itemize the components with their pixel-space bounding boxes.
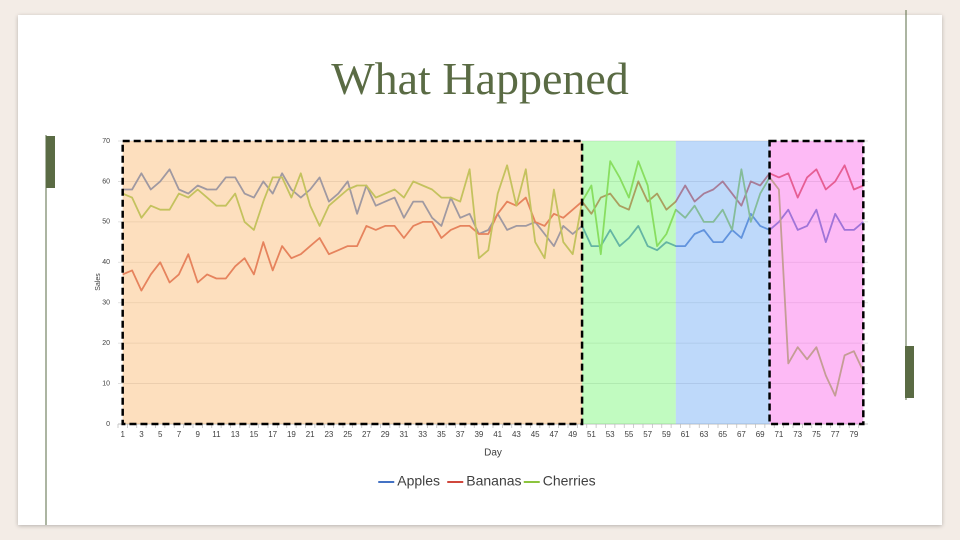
x-tick-label: 73: [793, 430, 802, 439]
y-tick-label: 50: [102, 219, 110, 226]
legend-label: Cherries: [543, 473, 596, 489]
x-tick-label: 59: [662, 430, 671, 439]
x-tick-label: 25: [343, 430, 352, 439]
x-axis-label: Day: [484, 448, 502, 459]
x-tick-label: 53: [606, 430, 615, 439]
x-tick-label: 5: [158, 430, 163, 439]
y-tick-label: 70: [102, 138, 110, 145]
x-tick-label: 11: [212, 430, 221, 439]
y-tick-label: 30: [102, 300, 110, 307]
y-tick-label: 60: [102, 178, 110, 185]
x-tick-label: 49: [568, 430, 577, 439]
region-border: [121, 139, 584, 426]
x-tick-label: 69: [756, 430, 765, 439]
x-tick-label: 33: [418, 430, 427, 439]
legend-label: Apples: [397, 473, 440, 489]
y-tick-label: 0: [106, 421, 110, 428]
highlight-region: [582, 141, 676, 424]
slide-title: What Happened: [331, 53, 629, 104]
x-tick-label: 41: [493, 430, 502, 439]
x-tick-label: 37: [456, 430, 465, 439]
x-tick-label: 39: [474, 430, 483, 439]
y-tick-label: 40: [102, 259, 110, 266]
x-tick-label: 29: [381, 430, 390, 439]
y-axis-label: Sales: [95, 273, 102, 291]
x-tick-label: 9: [195, 430, 200, 439]
x-tick-label: 67: [737, 430, 746, 439]
x-tick-label: 63: [699, 430, 708, 439]
x-tick-label: 1: [120, 430, 125, 439]
decor-block: [905, 346, 914, 398]
x-tick-label: 23: [324, 430, 333, 439]
x-tick-label: 47: [549, 430, 558, 439]
x-tick-label: 17: [268, 430, 277, 439]
legend-label: Bananas: [466, 473, 521, 489]
highlight-region: [122, 141, 583, 424]
x-tick-label: 15: [249, 430, 258, 439]
x-tick-label: 75: [812, 430, 821, 439]
decor-block: [46, 136, 55, 188]
x-tick-label: 57: [643, 430, 652, 439]
x-tick-label: 51: [587, 430, 596, 439]
x-tick-label: 43: [512, 430, 521, 439]
y-tick-label: 20: [102, 340, 110, 347]
x-tick-label: 55: [624, 430, 633, 439]
x-tick-label: 19: [287, 430, 296, 439]
highlight-region: [769, 141, 864, 424]
x-tick-label: 31: [399, 430, 408, 439]
x-tick-label: 45: [531, 430, 540, 439]
x-tick-label: 21: [306, 430, 315, 439]
x-tick-label: 3: [139, 430, 144, 439]
x-tick-label: 71: [774, 430, 783, 439]
x-tick-label: 65: [718, 430, 727, 439]
x-tick-label: 7: [177, 430, 182, 439]
highlight-region: [675, 141, 770, 424]
x-tick-label: 13: [231, 430, 240, 439]
region-border: [768, 139, 865, 426]
x-tick-label: 27: [362, 430, 371, 439]
x-tick-label: 77: [831, 430, 840, 439]
x-tick-label: 79: [849, 430, 858, 439]
y-tick-label: 10: [102, 380, 110, 387]
x-tick-label: 61: [681, 430, 690, 439]
x-tick-label: 35: [437, 430, 446, 439]
